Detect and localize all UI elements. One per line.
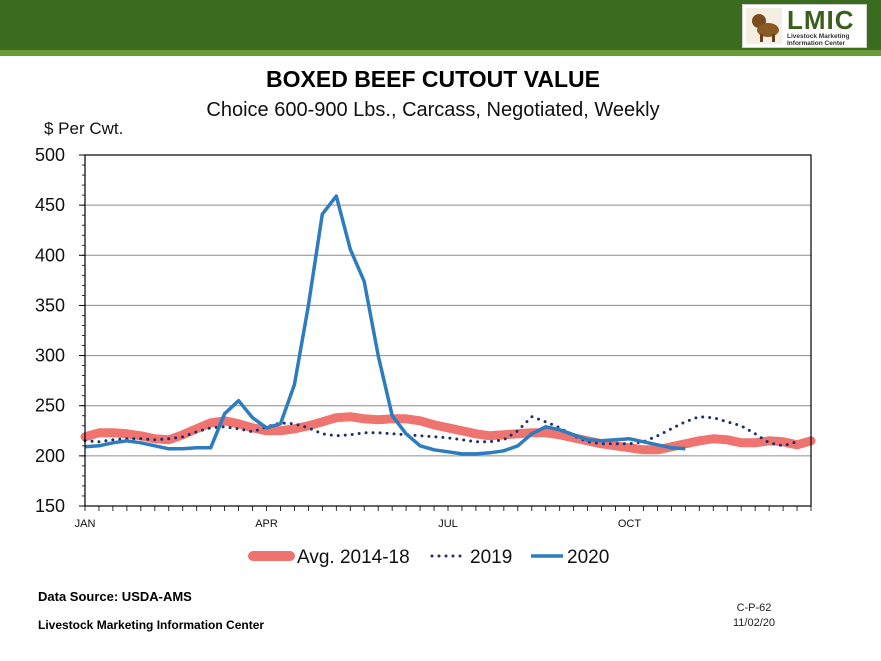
y-tick-label: 500 xyxy=(35,145,65,165)
header-accent-line xyxy=(0,50,881,56)
y-tick-label: 300 xyxy=(35,346,65,366)
legend-label: 2020 xyxy=(567,547,609,568)
header-bar xyxy=(0,0,881,50)
logo-wordmark: LMIC xyxy=(787,5,855,35)
lmic-logo: LMIC Livestock Marketing Information Cen… xyxy=(742,4,867,48)
chart-subtitle: Choice 600-900 Lbs., Carcass, Negotiated… xyxy=(206,99,660,121)
y-tick-label: 450 xyxy=(35,195,65,215)
legend-label: 2019 xyxy=(470,547,512,568)
footer-organization: Livestock Marketing Information Center xyxy=(38,618,265,632)
y-tick-label: 150 xyxy=(35,496,65,516)
plot-frame xyxy=(84,154,812,507)
series-line-3 xyxy=(84,194,686,456)
y-tick-label: 400 xyxy=(35,245,65,265)
series-line-2 xyxy=(83,414,799,448)
logo-subtext: Livestock Marketing Information Center xyxy=(787,33,850,47)
x-tick-label: APR xyxy=(255,518,278,530)
chart-title: BOXED BEEF CUTOUT VALUE xyxy=(266,66,600,92)
y-tick-label: 200 xyxy=(35,446,65,466)
x-tick-label: OCT xyxy=(618,518,642,530)
y-tick-label: 350 xyxy=(35,295,65,315)
x-tick-label: JAN xyxy=(75,518,96,530)
series-line-1 xyxy=(80,412,816,455)
legend-label: Avg. 2014-18 xyxy=(297,547,410,568)
cattle-logo-icon xyxy=(746,8,782,44)
chart-date: 11/02/20 xyxy=(732,617,775,629)
x-tick-label: JUL xyxy=(438,518,458,530)
y-tick-label: 250 xyxy=(35,396,65,416)
data-source: Data Source: USDA-AMS xyxy=(38,589,192,604)
chart-code: C-P-62 xyxy=(736,602,772,614)
y-axis-label: $ Per Cwt. xyxy=(44,119,124,138)
